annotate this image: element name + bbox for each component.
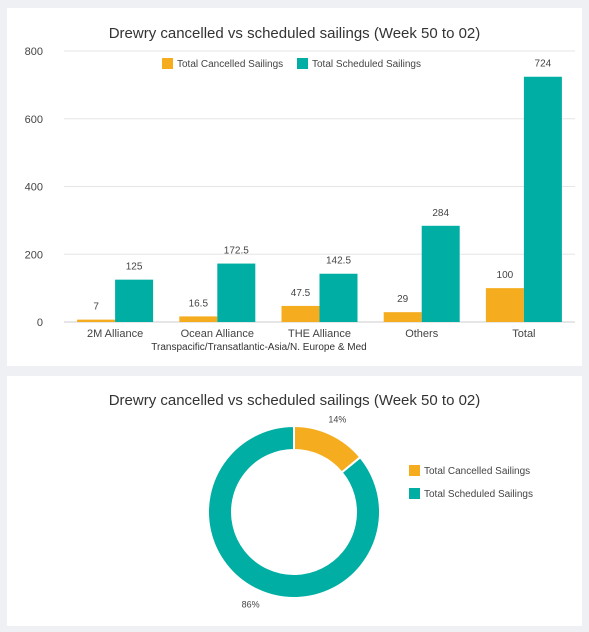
legend-label: Total Cancelled Sailings [424,466,530,477]
data-label: 7 [93,302,99,313]
x-tick-label: 2M Alliance [87,328,143,340]
bar-scheduled [115,279,154,322]
y-tick-label: 400 [25,182,43,194]
legend-label: Total Scheduled Sailings [312,59,421,70]
y-tick-label: 200 [25,249,43,261]
bar-scheduled [217,263,256,322]
y-tick-label: 600 [25,114,43,126]
bar-cancelled [179,316,218,322]
x-axis-title: Transpacific/Transatlantic-Asia/N. Europ… [151,342,366,353]
bar-chart-card: Drewry cancelled vs scheduled sailings (… [7,8,582,366]
data-label: 16.5 [189,298,209,309]
y-tick-label: 0 [37,317,43,329]
data-label: 284 [432,208,449,219]
legend-label: Total Cancelled Sailings [177,59,283,70]
donut-chart-card: Drewry cancelled vs scheduled sailings (… [7,376,582,626]
bar-cancelled [485,288,524,322]
data-label: 125 [126,262,143,273]
bar-chart: 0 200 400 600 800 7 125 2M Alliance 16.5 172.5 Oce… [25,46,575,353]
bar-cancelled [281,305,320,322]
data-label: 172.5 [224,246,249,257]
legend-swatch [297,58,308,69]
legend-label: Total Scheduled Sailings [424,489,533,500]
data-label: 100 [497,270,514,281]
x-tick-label: Ocean Alliance [181,328,254,340]
bar-cancelled [383,312,422,322]
data-label: 29 [397,294,409,305]
donut-slice-scheduled [207,424,381,599]
bar-cancelled [77,319,116,322]
x-tick-label: Others [405,328,439,340]
legend-swatch [409,488,420,499]
bar-scheduled [421,225,460,322]
donut-chart-title: Drewry cancelled vs scheduled sailings (… [108,392,481,409]
x-tick-label: Total [512,328,535,340]
legend-swatch [162,58,173,69]
slice-label: 86% [242,599,260,609]
slice-label: 14% [328,415,346,425]
y-tick-label: 800 [25,46,43,58]
bar-scheduled [319,273,358,322]
legend-swatch [409,465,420,476]
data-label: 142.5 [326,256,351,267]
bar-scheduled [523,76,562,323]
donut-chart: 14% 86% Total Cancelled Sailings Total Sche… [207,415,533,609]
data-label: 47.5 [291,288,311,299]
bar-chart-title: Drewry cancelled vs scheduled sailings (… [108,25,481,42]
data-label: 724 [535,59,552,70]
x-tick-label: THE Alliance [288,328,351,340]
